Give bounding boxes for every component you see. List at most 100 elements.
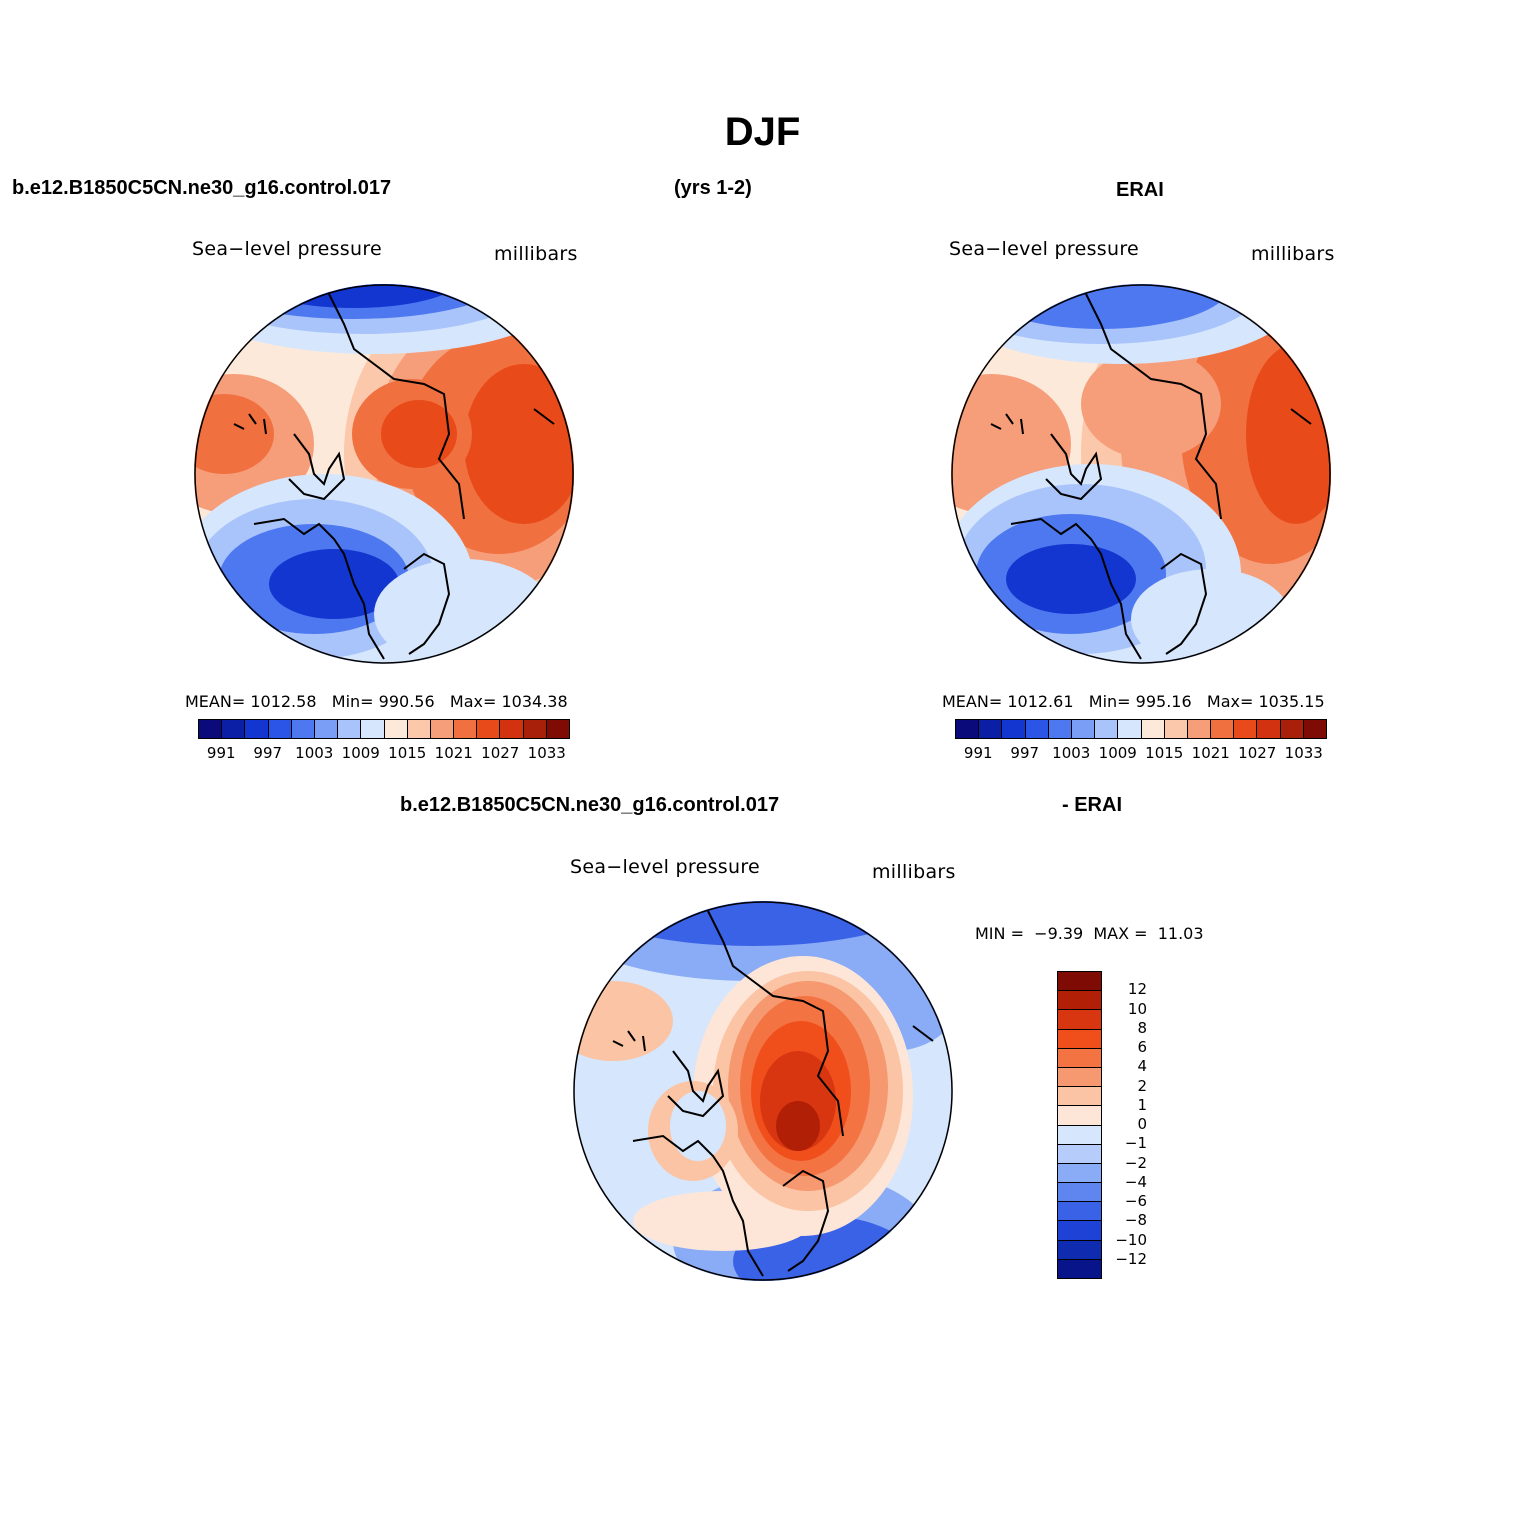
colorbar-swatch — [268, 720, 292, 738]
coastline-outlines — [612, 910, 934, 1277]
colorbar-swatch — [1058, 1029, 1101, 1049]
colorbar-swatch — [338, 720, 362, 738]
colorbar-swatch — [477, 720, 501, 738]
model-colorbar-labels: 991 997 1003 1009 1015 1021 1027 1033 — [198, 744, 570, 764]
colorbar-tick-label: −1 — [1124, 1134, 1147, 1153]
colorbar-swatch — [199, 720, 223, 738]
obs-mean-label: MEAN= — [942, 692, 1003, 711]
colorbar-swatch — [979, 720, 1003, 738]
colorbar-swatch — [1095, 720, 1119, 738]
colorbar-swatch — [1058, 972, 1101, 992]
diff-case-header: b.e12.B1850C5CN.ne30_g16.control.017 — [400, 794, 780, 816]
colorbar-swatch — [1187, 720, 1212, 738]
model-max-label: Max= — [449, 692, 497, 711]
colorbar-tick-label: 1009 — [1098, 744, 1137, 762]
colorbar-tick-label: 2 — [1137, 1076, 1147, 1095]
colorbar-swatch — [222, 720, 246, 738]
colorbar-swatch — [1058, 1183, 1101, 1203]
colorbar-swatch — [407, 720, 431, 738]
model-variable-label: Sea−level pressure — [192, 238, 383, 260]
colorbar-swatch — [430, 720, 455, 738]
colorbar-swatch — [1058, 991, 1101, 1011]
colorbar-tick-label: 997 — [253, 744, 283, 762]
diff-colorbar-labels: 12 10 8 6 4 2 1 0 −1 −2 −4 −6 −8 −10 −12 — [1107, 971, 1167, 1279]
colorbar-swatch — [1048, 720, 1072, 738]
colorbar-swatch — [1002, 720, 1026, 738]
colorbar-swatch — [1303, 720, 1326, 738]
colorbar-swatch — [384, 720, 408, 738]
colorbar-swatch — [1058, 1221, 1101, 1241]
page-title: DJF — [724, 110, 801, 154]
diff-variable-label: Sea−level pressure — [570, 856, 761, 878]
colorbar-tick-label: −6 — [1124, 1192, 1147, 1210]
obs-variable-label: Sea−level pressure — [949, 238, 1140, 260]
colorbar-swatch — [1234, 720, 1258, 738]
case-name-header: b.e12.B1850C5CN.ne30_g16.control.017 — [12, 177, 392, 199]
model-min-label: Min= — [331, 692, 374, 711]
colorbar-swatch — [1058, 1163, 1101, 1184]
colorbar-tick-label: 1027 — [1238, 744, 1277, 762]
colorbar-tick-label: 1021 — [1191, 744, 1230, 762]
diff-colorbar — [1057, 971, 1102, 1279]
colorbar-swatch — [1058, 1144, 1101, 1164]
colorbar-swatch — [1257, 720, 1281, 738]
model-max-value: 1034.38 — [501, 692, 568, 711]
colorbar-tick-label: −10 — [1115, 1230, 1147, 1249]
colorbar-swatch — [1058, 1067, 1101, 1088]
colorbar-tick-label: 6 — [1137, 1038, 1147, 1056]
model-map — [194, 284, 574, 664]
colorbar-swatch — [1071, 720, 1096, 738]
model-min-value: 990.56 — [378, 692, 435, 711]
colorbar-tick-label: −8 — [1124, 1211, 1147, 1230]
diff-min-value: −9.39 — [1034, 924, 1084, 943]
diff-map — [573, 901, 953, 1281]
map-border — [573, 901, 953, 1281]
colorbar-swatch — [1058, 1048, 1101, 1068]
obs-max-value: 1035.15 — [1258, 692, 1325, 711]
colorbar-tick-label: 1009 — [341, 744, 380, 762]
colorbar-tick-label: 1015 — [388, 744, 427, 762]
colorbar-swatch — [361, 720, 385, 738]
colorbar-swatch — [454, 720, 478, 738]
diff-max-label: MAX = — [1093, 924, 1148, 943]
model-stats: MEAN= 1012.58 Min= 990.56 Max= 1034.38 — [185, 692, 568, 711]
colorbar-swatch — [1058, 1125, 1101, 1145]
obs-min-label: Min= — [1088, 692, 1131, 711]
coastline-outlines — [233, 293, 555, 660]
obs-colorbar-labels: 991 997 1003 1009 1015 1021 1027 1033 — [955, 744, 1327, 764]
colorbar-swatch — [956, 720, 980, 738]
model-mean-label: MEAN= — [185, 692, 246, 711]
colorbar-tick-label: 991 — [206, 744, 236, 762]
model-mean-value: 1012.58 — [250, 692, 317, 711]
map-border — [951, 284, 1331, 664]
obs-name-header: ERAI — [1116, 179, 1164, 201]
colorbar-tick-label: 1033 — [1284, 744, 1323, 762]
colorbar-swatch — [1058, 1106, 1101, 1126]
diff-stats: MIN = −9.39 MAX = 11.03 — [975, 924, 1204, 943]
obs-stats: MEAN= 1012.61 Min= 995.16 Max= 1035.15 — [942, 692, 1325, 711]
colorbar-tick-label: −12 — [1115, 1249, 1147, 1268]
colorbar-tick-label: 8 — [1137, 1018, 1147, 1037]
colorbar-swatch — [1164, 720, 1188, 738]
colorbar-tick-label: 991 — [963, 744, 993, 762]
colorbar-swatch — [500, 720, 524, 738]
colorbar-tick-label: 997 — [1010, 744, 1040, 762]
colorbar-tick-label: 1003 — [295, 744, 334, 762]
years-header: (yrs 1-2) — [674, 177, 752, 199]
colorbar-swatch — [1141, 720, 1165, 738]
colorbar-tick-label: 1033 — [527, 744, 566, 762]
colorbar-tick-label: 1 — [1137, 1095, 1147, 1114]
diff-min-label: MIN = — [975, 924, 1024, 943]
colorbar-swatch — [546, 720, 569, 738]
colorbar-tick-label: 1021 — [434, 744, 473, 762]
coastline-outlines — [990, 293, 1312, 660]
colorbar-swatch — [1058, 1087, 1101, 1107]
colorbar-swatch — [1058, 1010, 1101, 1030]
colorbar-tick-label: 4 — [1137, 1057, 1147, 1076]
colorbar-swatch — [1118, 720, 1142, 738]
colorbar-tick-label: 12 — [1127, 980, 1147, 999]
model-colorbar — [198, 719, 570, 739]
colorbar-swatch — [245, 720, 269, 738]
colorbar-tick-label: 0 — [1137, 1115, 1147, 1133]
colorbar-tick-label: 10 — [1127, 999, 1147, 1018]
